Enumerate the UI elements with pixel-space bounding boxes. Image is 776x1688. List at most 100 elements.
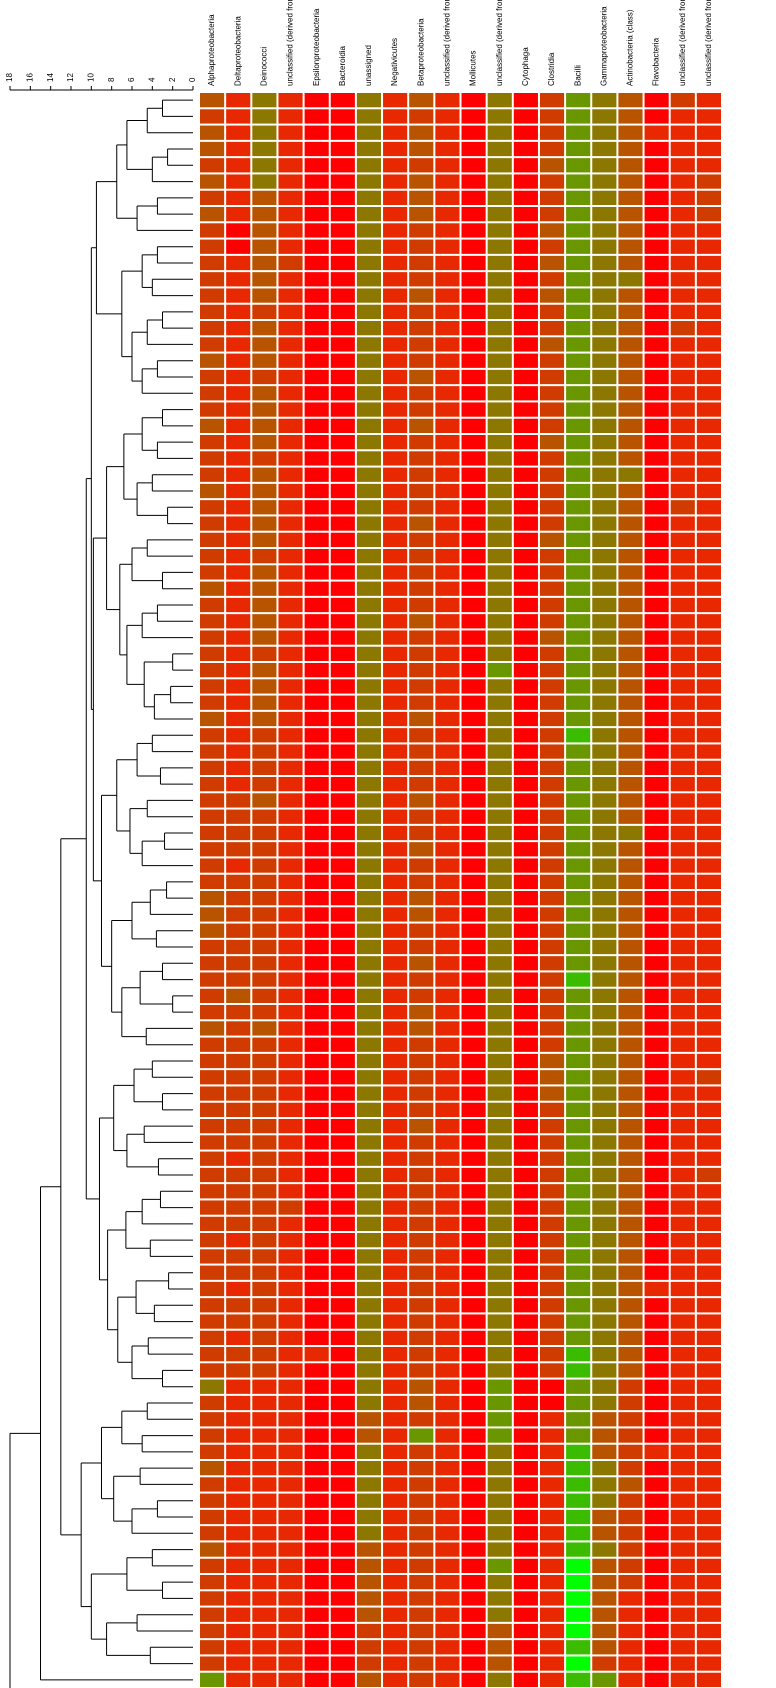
heatmap-cell <box>278 663 303 678</box>
heatmap-cell <box>539 809 565 824</box>
x-tick-label: 10 <box>86 73 95 82</box>
heatmap-cell <box>278 304 303 319</box>
heatmap-cell <box>356 1493 382 1508</box>
heatmap-cell <box>356 549 382 564</box>
heatmap-cell <box>696 516 721 531</box>
heatmap-cell <box>383 711 408 727</box>
heatmap-cell <box>539 1021 565 1036</box>
heatmap-cell <box>487 1395 512 1411</box>
heatmap-cell <box>670 1575 695 1590</box>
heatmap-cell <box>200 1444 225 1459</box>
heatmap-cell <box>539 1379 565 1394</box>
heatmap-cell <box>435 223 460 238</box>
heatmap-cell <box>252 418 277 433</box>
heatmap-cell <box>592 1363 617 1378</box>
heatmap-cell <box>513 1347 538 1362</box>
heatmap-cell <box>487 1542 512 1557</box>
heatmap-cell <box>696 255 721 271</box>
heatmap-cell <box>435 1607 460 1622</box>
heatmap-cell <box>409 565 434 580</box>
heatmap-cell <box>200 451 225 466</box>
heatmap-cell <box>226 190 251 205</box>
heatmap-cell <box>670 1249 695 1264</box>
heatmap-cell <box>513 1395 538 1411</box>
heatmap-cell <box>409 1298 434 1313</box>
heatmap-cell <box>487 1509 512 1525</box>
heatmap-cell <box>618 418 643 433</box>
heatmap-cell <box>644 646 669 661</box>
heatmap-cell <box>644 1672 669 1687</box>
heatmap-cell <box>539 1509 565 1525</box>
heatmap-cell <box>330 1216 355 1231</box>
heatmap-cell <box>304 809 329 824</box>
heatmap-cell <box>566 532 591 547</box>
heatmap-cell <box>539 1330 565 1345</box>
heatmap-cell <box>696 565 721 580</box>
heatmap-cell <box>696 923 721 938</box>
heatmap-cell <box>539 956 565 971</box>
heatmap-cell <box>383 141 408 157</box>
heatmap-cell <box>539 1216 565 1231</box>
heatmap-cell <box>200 1347 225 1362</box>
heatmap-cell <box>644 793 669 808</box>
heatmap-cell <box>487 1037 512 1052</box>
heatmap-cell <box>409 581 434 596</box>
heatmap-cell <box>670 1233 695 1248</box>
heatmap-cell <box>513 1330 538 1345</box>
heatmap-cell <box>513 891 538 906</box>
heatmap-cell <box>356 369 382 385</box>
heatmap-cell <box>330 500 355 515</box>
heatmap-cell <box>566 1575 591 1590</box>
heatmap-cell <box>487 337 512 352</box>
heatmap-cell <box>670 451 695 466</box>
heatmap-cell <box>461 1184 486 1199</box>
heatmap-cell <box>461 1363 486 1378</box>
heatmap-cell <box>435 386 460 401</box>
heatmap-cell <box>566 891 591 906</box>
heatmap-cell <box>461 1053 486 1069</box>
heatmap-cell <box>670 1086 695 1101</box>
heatmap-cell <box>226 1005 251 1020</box>
heatmap-cell <box>618 842 643 857</box>
heatmap-cell <box>200 988 225 1003</box>
heatmap-cell <box>200 565 225 580</box>
heatmap-cell <box>330 760 355 775</box>
heatmap-cell <box>670 1347 695 1362</box>
heatmap-cell <box>487 1558 512 1573</box>
heatmap-cell <box>356 842 382 857</box>
heatmap-cell <box>435 141 460 157</box>
heatmap-cell <box>566 858 591 873</box>
heatmap-cell <box>644 1558 669 1573</box>
heatmap-cell <box>278 907 303 922</box>
heatmap-cell <box>278 1575 303 1590</box>
heatmap-cell <box>252 614 277 629</box>
heatmap-cell <box>252 1167 277 1183</box>
heatmap-cell <box>566 1314 591 1329</box>
heatmap-cell <box>670 1526 695 1541</box>
heatmap-cell <box>566 1656 591 1671</box>
heatmap-cell <box>330 1623 355 1639</box>
heatmap-cell <box>670 1135 695 1150</box>
heatmap-cell <box>383 1281 408 1297</box>
heatmap-cell <box>409 532 434 547</box>
heatmap-cell <box>409 1070 434 1085</box>
heatmap-cell <box>461 793 486 808</box>
heatmap-cell <box>461 125 486 140</box>
heatmap-cell <box>304 467 329 482</box>
heatmap-cell <box>670 793 695 808</box>
heatmap-cell <box>539 1542 565 1557</box>
heatmap-cell <box>487 353 512 368</box>
heatmap-cell <box>252 1412 277 1427</box>
heatmap-cell <box>461 1347 486 1362</box>
heatmap-cell <box>356 402 382 417</box>
heatmap-cell <box>356 1444 382 1459</box>
heatmap-cell <box>304 516 329 531</box>
heatmap-cell <box>383 1135 408 1150</box>
heatmap-cell <box>226 1037 251 1052</box>
heatmap-cell <box>618 369 643 385</box>
heatmap-cell <box>696 972 721 987</box>
heatmap-cell <box>226 1053 251 1069</box>
heatmap-cell <box>644 549 669 564</box>
heatmap-cell <box>539 1265 565 1280</box>
heatmap-cell <box>409 744 434 759</box>
